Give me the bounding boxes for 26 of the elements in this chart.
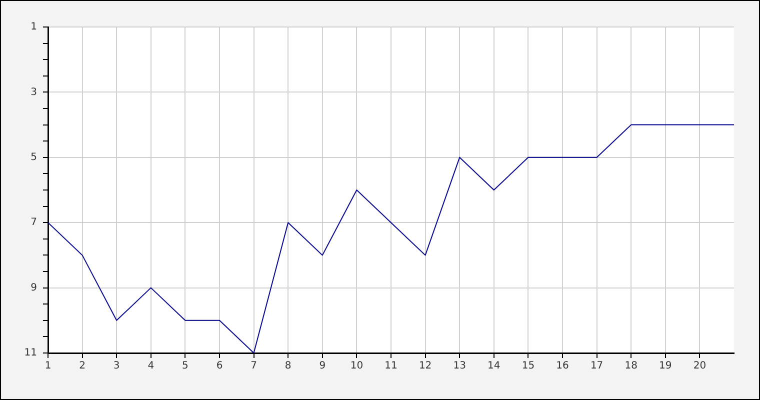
x-tick-label: 9: [319, 360, 326, 372]
x-tick-label: 20: [693, 360, 706, 372]
y-tick-label: 7: [30, 217, 37, 228]
x-tick-label: 6: [216, 360, 223, 372]
x-tick-label: 19: [659, 360, 672, 372]
x-tick-label: 16: [556, 360, 569, 372]
x-tick-label: 15: [522, 360, 535, 372]
x-tick-label: 2: [79, 360, 86, 372]
x-tick-label: 13: [453, 360, 466, 372]
y-tick-label: 5: [30, 152, 37, 163]
x-tick-label: 1: [44, 360, 52, 372]
y-tick-label: 11: [24, 348, 37, 359]
x-tick-label: 8: [284, 360, 292, 372]
x-tick-label: 10: [350, 360, 364, 372]
x-tick-label: 14: [488, 360, 500, 372]
x-tick-label: 3: [113, 360, 120, 372]
y-tick-label: 3: [30, 86, 37, 98]
y-tick-label: 9: [30, 282, 37, 294]
x-tick-label: 4: [148, 360, 154, 372]
x-tick-label: 18: [624, 360, 638, 372]
x-tick-label: 11: [384, 360, 398, 372]
x-tick-label: 17: [590, 360, 604, 372]
x-tick-label: 7: [250, 360, 257, 372]
y-tick-label: 1: [30, 22, 37, 33]
x-tick-label: 5: [182, 360, 188, 372]
x-tick-label: 12: [418, 360, 432, 372]
